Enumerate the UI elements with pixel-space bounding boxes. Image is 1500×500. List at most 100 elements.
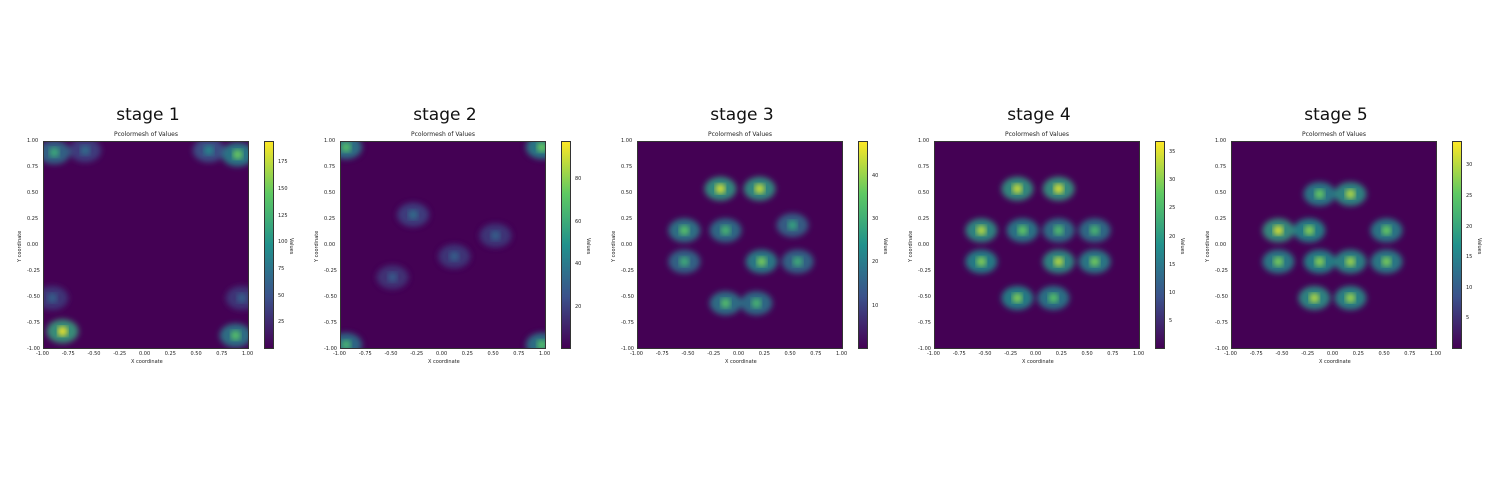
heatmap-area [934, 141, 1140, 349]
x-axis-label: X coordinate [1319, 359, 1351, 365]
heatmap-hotspot [1382, 257, 1392, 267]
colorbar-tick-label: 20 [872, 259, 878, 265]
y-tick-label: -0.50 [918, 294, 931, 300]
heatmap-hotspot [679, 225, 689, 235]
y-tick-label: 1.00 [621, 138, 632, 144]
heatmap-svg [638, 142, 843, 349]
y-tick-label: -0.50 [1215, 294, 1228, 300]
heatmap-hotspot [1273, 257, 1283, 267]
x-axis-label: X coordinate [131, 359, 163, 365]
y-tick-label: 0.25 [27, 216, 38, 222]
colorbar-tick-label: 60 [575, 219, 581, 225]
y-tick-label: 0.50 [27, 190, 38, 196]
heatmap-hotspot [1018, 225, 1028, 235]
heatmap-hotspot [721, 298, 731, 308]
colorbar [264, 141, 274, 349]
plot-title: Pcolormesh of Values [637, 131, 843, 138]
colorbar-tick-label: 25 [1466, 193, 1472, 199]
stage-title: stage 2 [315, 105, 575, 125]
y-axis-label: Y coordinate [611, 231, 617, 262]
y-tick-label: 0.00 [918, 242, 929, 248]
x-tick-label: 0.00 [1030, 351, 1041, 357]
x-tick-label: 0.25 [759, 351, 770, 357]
heatmap-hotspot [1054, 257, 1064, 267]
colorbar [1452, 141, 1462, 349]
heatmap-svg [341, 142, 546, 349]
x-tick-label: 0.50 [785, 351, 796, 357]
colorbar-tick-label: 100 [278, 239, 288, 245]
plot-title: Pcolormesh of Values [1231, 131, 1437, 138]
colorbar-tick-label: 15 [1466, 254, 1472, 260]
y-tick-label: 0.25 [918, 216, 929, 222]
colorbar-tick-label: 20 [1169, 234, 1175, 240]
colorbar-label: Values [882, 238, 888, 254]
y-tick-label: -0.50 [621, 294, 634, 300]
x-tick-label: 1.00 [539, 351, 550, 357]
heatmap-hotspot [1048, 293, 1058, 303]
x-tick-label: 1.00 [1133, 351, 1144, 357]
x-tick-label: -0.75 [62, 351, 75, 357]
colorbar-tick-label: 80 [575, 176, 581, 182]
y-tick-label: 1.00 [918, 138, 929, 144]
heatmap-hotspot [1012, 184, 1022, 194]
heatmap-hotspot [757, 257, 767, 267]
heatmap-hotspot [408, 210, 418, 220]
x-tick-label: 0.00 [1327, 351, 1338, 357]
colorbar-tick-label: 10 [1169, 290, 1175, 296]
y-tick-label: -0.25 [27, 268, 40, 274]
y-tick-label: -1.00 [918, 346, 931, 352]
y-tick-label: -0.75 [27, 320, 40, 326]
colorbar [858, 141, 868, 349]
heatmap-hotspot [976, 257, 986, 267]
y-tick-label: 0.50 [621, 190, 632, 196]
x-tick-label: 1.00 [1430, 351, 1441, 357]
y-tick-label: 0.00 [324, 242, 335, 248]
x-tick-label: -0.25 [113, 351, 126, 357]
colorbar-tick-label: 75 [278, 266, 284, 272]
plot-title: Pcolormesh of Values [43, 131, 249, 138]
y-tick-label: 1.00 [1215, 138, 1226, 144]
y-tick-label: -0.75 [1215, 320, 1228, 326]
y-tick-label: -1.00 [324, 346, 337, 352]
y-tick-label: -0.75 [918, 320, 931, 326]
heatmap-hotspot [788, 220, 798, 230]
heatmap-area [340, 141, 546, 349]
x-tick-label: -0.50 [385, 351, 398, 357]
y-tick-label: -0.75 [621, 320, 634, 326]
y-tick-label: 0.75 [918, 164, 929, 170]
colorbar-tick-label: 40 [872, 173, 878, 179]
x-tick-label: 0.00 [139, 351, 150, 357]
heatmap-svg [44, 142, 249, 349]
heatmap-hotspot [755, 184, 765, 194]
x-tick-label: 0.50 [488, 351, 499, 357]
x-tick-label: -0.75 [1250, 351, 1263, 357]
heatmap-hotspot [341, 142, 351, 152]
stage-title: stage 4 [909, 105, 1169, 125]
colorbar-tick-label: 10 [872, 303, 878, 309]
heatmap-hotspot [1304, 225, 1314, 235]
heatmap-hotspot [1054, 184, 1064, 194]
y-tick-label: -0.50 [27, 294, 40, 300]
plot-title: Pcolormesh of Values [340, 131, 546, 138]
x-tick-label: 0.75 [216, 351, 227, 357]
heatmap-hotspot [1315, 189, 1325, 199]
x-tick-label: 0.75 [513, 351, 524, 357]
heatmap-hotspot [1382, 225, 1392, 235]
heatmap-hotspot [1345, 293, 1355, 303]
x-tick-label: 1.00 [836, 351, 847, 357]
x-tick-label: -0.50 [979, 351, 992, 357]
x-axis-label: X coordinate [428, 359, 460, 365]
y-axis-label: Y coordinate [17, 231, 23, 262]
y-tick-label: -0.25 [324, 268, 337, 274]
colorbar-label: Values [1179, 238, 1185, 254]
colorbar [561, 141, 571, 349]
x-axis-label: X coordinate [725, 359, 757, 365]
heatmap-hotspot [58, 326, 68, 336]
chart-panel: stage 3 Pcolormesh of Values -1.00 -0.75 -0.… [594, 0, 894, 500]
heatmap-hotspot [1315, 257, 1325, 267]
y-tick-label: -0.25 [918, 268, 931, 274]
heatmap-hotspot [449, 251, 459, 261]
colorbar-tick-label: 20 [575, 304, 581, 310]
y-tick-label: 0.00 [621, 242, 632, 248]
